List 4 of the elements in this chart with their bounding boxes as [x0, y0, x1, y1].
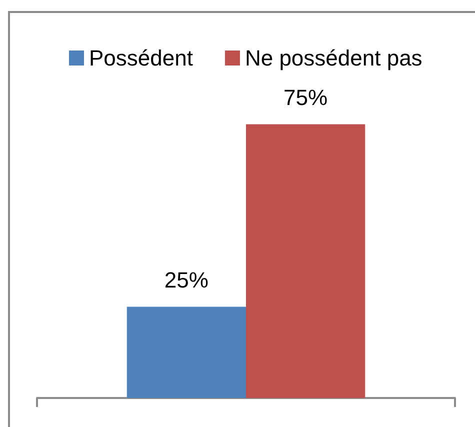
data-label: 75% [284, 84, 328, 110]
legend-label: Possédent [89, 46, 193, 70]
data-label: 25% [164, 267, 208, 292]
legend-label: Ne possédent pas [244, 46, 422, 70]
